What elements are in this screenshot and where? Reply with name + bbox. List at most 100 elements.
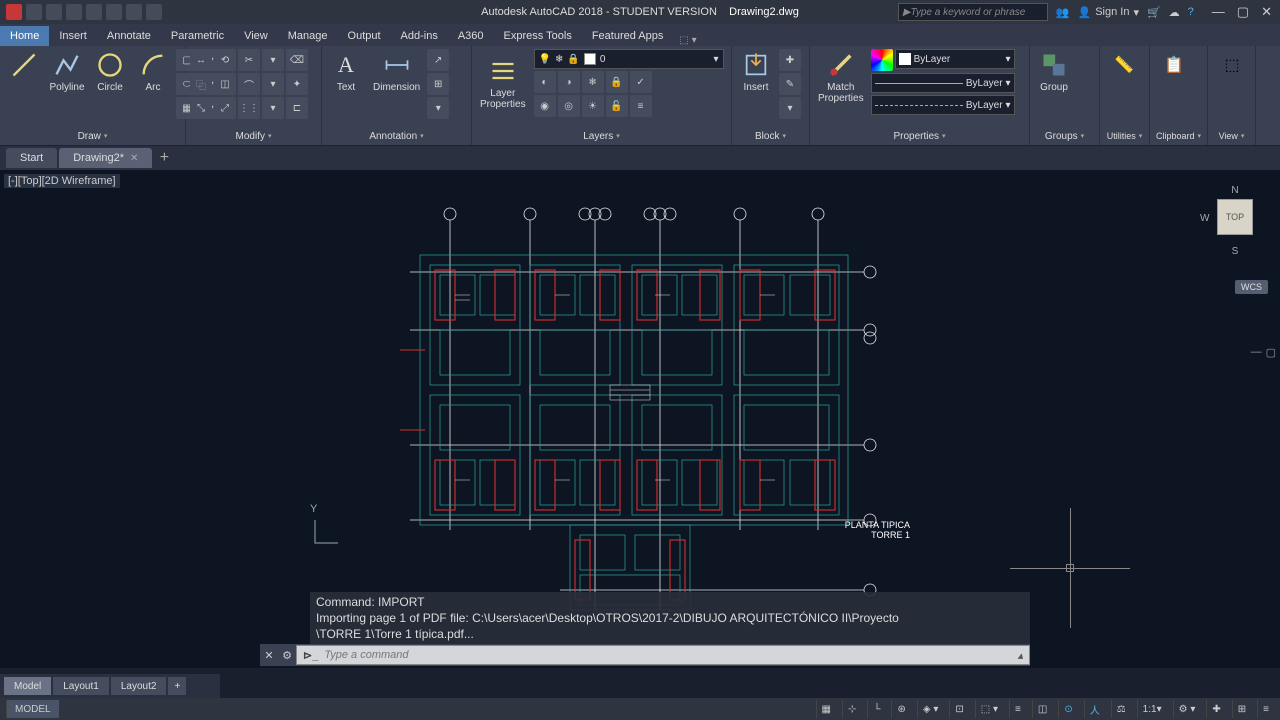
- plot-icon[interactable]: [106, 4, 122, 20]
- clipboard-title[interactable]: Clipboard: [1154, 127, 1203, 145]
- viewcube-top[interactable]: TOP: [1217, 199, 1253, 235]
- layoff-icon[interactable]: ◐: [534, 71, 556, 93]
- help-search-input[interactable]: ▶ Type a keyword or phrase: [898, 3, 1048, 21]
- insert-button[interactable]: Insert: [736, 49, 776, 95]
- layuniso-icon[interactable]: ◎: [558, 95, 580, 117]
- erase-icon[interactable]: ⌫: [286, 49, 308, 71]
- laymcur-icon[interactable]: ✓: [630, 71, 652, 93]
- layout-model[interactable]: Model: [4, 677, 51, 695]
- color-dropdown[interactable]: ByLayer▾: [895, 49, 1015, 69]
- panel-properties-title[interactable]: Properties: [814, 127, 1025, 145]
- tab-featured[interactable]: Featured Apps: [582, 26, 674, 46]
- open-icon[interactable]: [46, 4, 62, 20]
- maximize-button[interactable]: ▢: [1237, 4, 1249, 20]
- move-icon[interactable]: ↔: [190, 49, 212, 71]
- tab-start[interactable]: Start: [6, 148, 57, 168]
- command-input[interactable]: ⊳_Type a command▴: [296, 645, 1030, 665]
- measure-button[interactable]: 📏: [1104, 49, 1144, 84]
- tab-a360[interactable]: A360: [448, 26, 494, 46]
- sb-custom-icon[interactable]: ≡: [1257, 700, 1274, 718]
- sb-cycle-icon[interactable]: 人: [1084, 700, 1105, 718]
- tab-output[interactable]: Output: [338, 26, 391, 46]
- signin-button[interactable]: 👤 Sign In ▾: [1077, 6, 1138, 19]
- undo-icon[interactable]: [126, 4, 142, 20]
- help-icon[interactable]: ?: [1188, 6, 1194, 18]
- sb-lwt-icon[interactable]: ≡: [1009, 700, 1026, 718]
- stretch-icon[interactable]: ⤡: [190, 97, 212, 119]
- leader-icon[interactable]: ↗: [427, 49, 449, 71]
- sb-transparency-icon[interactable]: ◫: [1032, 700, 1052, 718]
- tab-parametric[interactable]: Parametric: [161, 26, 234, 46]
- tab-annotate[interactable]: Annotate: [97, 26, 161, 46]
- minimize-button[interactable]: —: [1212, 4, 1225, 20]
- close-button[interactable]: ✕: [1261, 4, 1272, 20]
- sb-model[interactable]: MODEL: [6, 700, 59, 718]
- sb-clean-icon[interactable]: ⊞: [1232, 700, 1251, 718]
- table-icon[interactable]: ⊞: [427, 73, 449, 95]
- dimension-button[interactable]: Dimension: [369, 49, 424, 95]
- base-button[interactable]: ⬚: [1212, 49, 1252, 84]
- linetype-dropdown[interactable]: ByLayer▾: [871, 95, 1015, 115]
- cmd-close-icon[interactable]: ✕: [260, 646, 278, 664]
- scale-icon[interactable]: ⤢: [214, 97, 236, 119]
- rotate-icon[interactable]: ⟲: [214, 49, 236, 71]
- match-button[interactable]: Match Properties: [814, 49, 868, 106]
- panel-layers-title[interactable]: Layers: [476, 127, 727, 145]
- panel-modify-title[interactable]: Modify: [190, 127, 317, 145]
- save-icon[interactable]: [66, 4, 82, 20]
- paste-button[interactable]: 📋: [1154, 49, 1194, 84]
- layfrz-icon[interactable]: ❄: [582, 71, 604, 93]
- layer-dropdown[interactable]: 💡❄🔒0▾: [534, 49, 724, 69]
- redo-icon[interactable]: [146, 4, 162, 20]
- lineweight-dropdown[interactable]: ByLayer▾: [871, 73, 1015, 93]
- d7-icon[interactable]: ▾: [427, 97, 449, 119]
- d6-icon[interactable]: ▾: [262, 97, 284, 119]
- vp-max-icon[interactable]: ▢: [1266, 346, 1276, 359]
- add-layout-button[interactable]: +: [168, 677, 186, 695]
- tab-manage[interactable]: Manage: [278, 26, 338, 46]
- viewport-label[interactable]: [-][Top][2D Wireframe]: [4, 174, 120, 188]
- copy-icon[interactable]: ⿻: [190, 73, 212, 95]
- view-cube[interactable]: N W TOP S: [1200, 185, 1270, 275]
- panel-options-icon[interactable]: ⬚ ▾: [679, 35, 696, 46]
- add-tab-button[interactable]: +: [154, 149, 174, 167]
- sb-sc-icon[interactable]: ⊙: [1058, 700, 1077, 718]
- color-wheel-icon[interactable]: [871, 49, 893, 71]
- line-button[interactable]: [4, 49, 44, 84]
- polyline-button[interactable]: Polyline: [47, 49, 87, 95]
- tab-home[interactable]: Home: [0, 26, 49, 46]
- app-menu-icon[interactable]: [6, 4, 22, 20]
- sb-isoplane-icon[interactable]: ◈ ▾: [917, 700, 944, 718]
- infocenter-icon[interactable]: 👥: [1056, 6, 1070, 19]
- a360-icon[interactable]: ☁: [1169, 6, 1180, 19]
- explode-icon[interactable]: ✦: [286, 73, 308, 95]
- sb-osnap-icon[interactable]: ⊡: [949, 700, 968, 718]
- panel-annotation-title[interactable]: Annotation: [326, 127, 467, 145]
- fillet-icon[interactable]: ⌒: [238, 73, 260, 95]
- panel-groups-title[interactable]: Groups: [1034, 127, 1095, 145]
- tab-insert[interactable]: Insert: [49, 26, 97, 46]
- text-button[interactable]: AText: [326, 49, 366, 95]
- sb-polar-icon[interactable]: ⊛: [891, 700, 910, 718]
- wcs-label[interactable]: WCS: [1235, 280, 1268, 294]
- layon-icon[interactable]: ◉: [534, 95, 556, 117]
- edit-icon[interactable]: ✎: [779, 73, 801, 95]
- sb-3dosnap-icon[interactable]: ⬚ ▾: [975, 700, 1003, 718]
- tab-drawing2[interactable]: Drawing2*✕: [59, 148, 152, 168]
- new-icon[interactable]: [26, 4, 42, 20]
- create-icon[interactable]: ✚: [779, 49, 801, 71]
- tab-express[interactable]: Express Tools: [494, 26, 582, 46]
- layerprops-button[interactable]: Layer Properties: [476, 55, 530, 112]
- offset-icon[interactable]: ⊏: [286, 97, 308, 119]
- layiso-icon[interactable]: ◑: [558, 71, 580, 93]
- sb-annomon-icon[interactable]: ⚖: [1111, 700, 1131, 718]
- sb-grid-icon[interactable]: ▦: [816, 700, 836, 718]
- trim-icon[interactable]: ✂: [238, 49, 260, 71]
- laythw-icon[interactable]: ☀: [582, 95, 604, 117]
- exchange-icon[interactable]: 🛒: [1147, 6, 1161, 19]
- sb-snap-icon[interactable]: ⊹: [842, 700, 861, 718]
- group-button[interactable]: Group: [1034, 49, 1074, 95]
- close-tab-icon[interactable]: ✕: [130, 153, 138, 164]
- layout-2[interactable]: Layout2: [111, 677, 167, 695]
- viewcube-w[interactable]: W: [1200, 213, 1209, 224]
